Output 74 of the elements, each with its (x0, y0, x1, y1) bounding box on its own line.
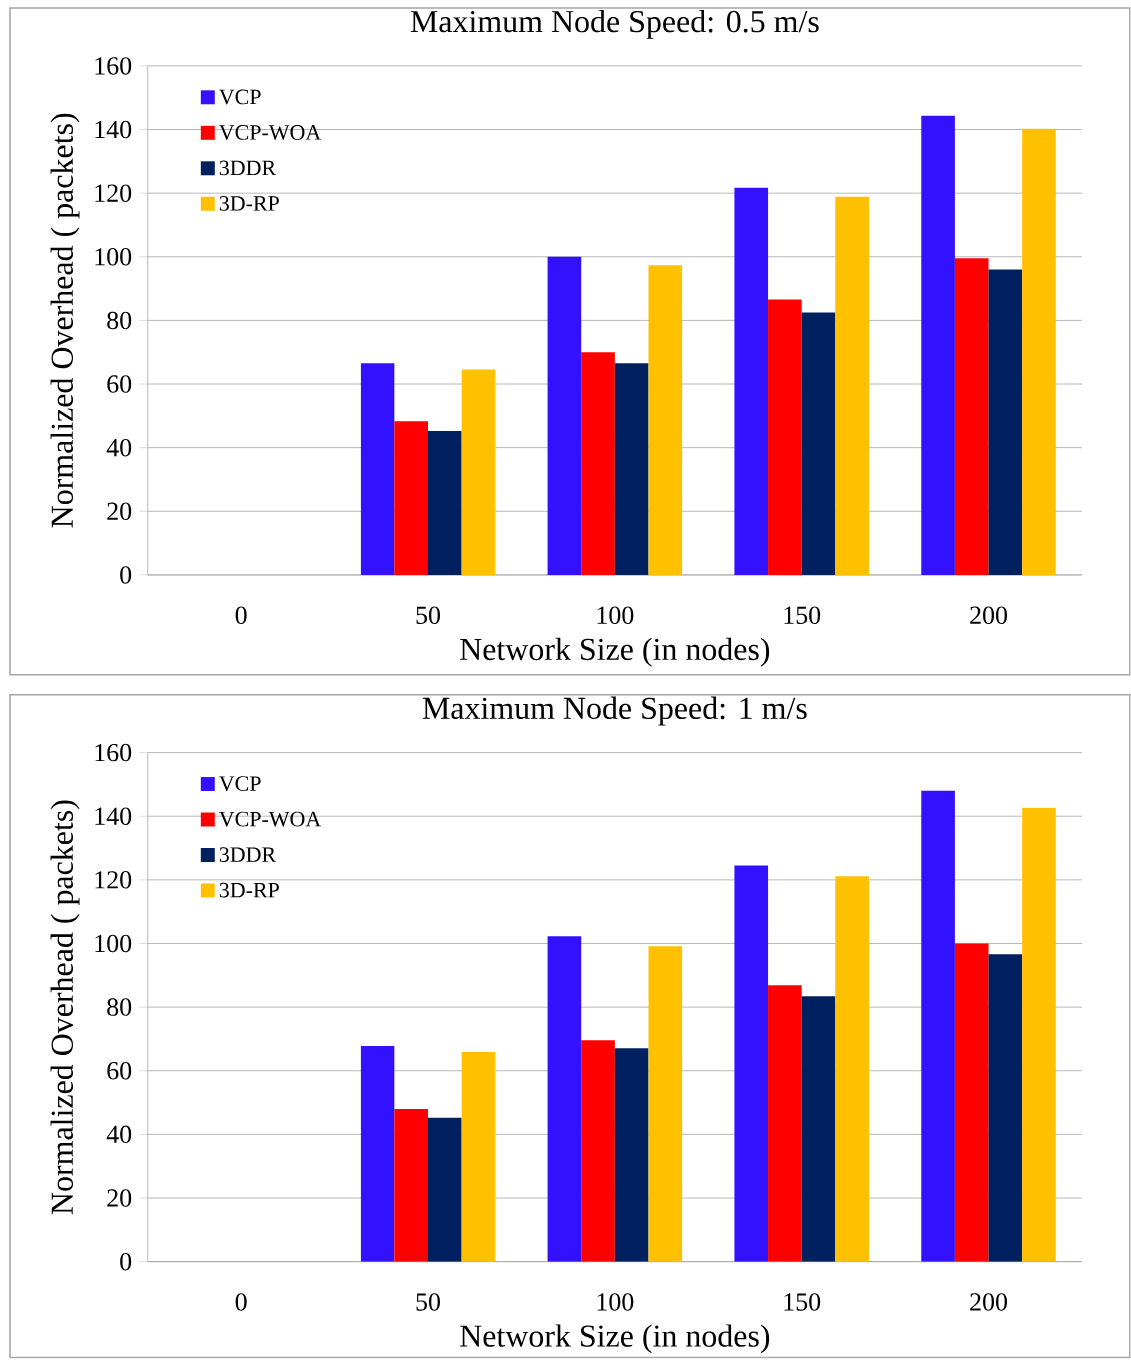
legend-label: VCP-WOA (219, 811, 322, 827)
bar (955, 258, 989, 575)
legend-label: VCP-WOA (219, 125, 322, 140)
bar (955, 943, 989, 1262)
y-tick-label: 60 (107, 375, 132, 393)
x-axis-title: Network Size (in nodes) (460, 637, 770, 667)
legend-label: VCP (219, 89, 261, 105)
x-tick-label: 0 (235, 1293, 247, 1311)
bar (648, 265, 683, 575)
bar (768, 985, 802, 1262)
bar (428, 1117, 462, 1262)
legend-label: 3D-RP (220, 882, 280, 898)
x-tick-label: 150 (784, 1293, 821, 1311)
bar (988, 954, 1023, 1262)
x-tick-label: 100 (597, 606, 634, 624)
bar (734, 187, 769, 575)
legend-label: 3DDR (220, 847, 277, 862)
y-tick-label: 100 (95, 248, 132, 266)
legend-label: 3D-RP (220, 196, 280, 211)
legend-label: VCP (219, 776, 261, 792)
bar (1022, 128, 1056, 575)
y-tick-label: 20 (107, 1189, 132, 1207)
x-axis-title: Network Size (in nodes) (460, 1324, 770, 1354)
x-tick-label: 0 (235, 606, 247, 624)
bar (1022, 807, 1056, 1262)
y-axis-title: Normalized Overhead ( packets) (50, 800, 80, 1215)
y-axis-title: Normalized Overhead ( packets) (50, 113, 80, 528)
y-tick-label: 40 (106, 438, 132, 457)
bar (581, 1040, 616, 1262)
y-tick-label: 100 (95, 934, 132, 953)
x-tick-label: 100 (597, 1293, 634, 1311)
y-tick-label: 120 (95, 871, 132, 889)
y-tick-label: 0 (120, 566, 132, 584)
legend-label: 3DDR (220, 160, 277, 176)
x-tick-label: 150 (784, 606, 821, 624)
bar (547, 936, 582, 1262)
x-tick-label: 50 (416, 1293, 441, 1311)
bar (394, 1108, 429, 1262)
y-tick-label: 40 (106, 1125, 132, 1144)
bar (988, 269, 1023, 575)
bar (615, 1048, 649, 1262)
x-tick-label: 200 (970, 1293, 1008, 1311)
bar (835, 876, 870, 1262)
bar (801, 312, 836, 575)
bar (835, 196, 870, 575)
bar (768, 299, 802, 575)
y-tick-label: 80 (107, 311, 132, 330)
bar (394, 421, 429, 575)
y-tick-label: 140 (95, 807, 132, 825)
chart-title: Maximum Node Speed: 0.5 m/s (410, 9, 819, 39)
bar (615, 363, 649, 575)
bar (648, 946, 683, 1262)
bar (461, 1051, 496, 1262)
x-tick-label: 200 (970, 606, 1008, 624)
y-tick-label: 20 (107, 502, 132, 521)
bar (801, 996, 836, 1262)
x-tick-label: 50 (416, 606, 441, 624)
bar (547, 256, 582, 575)
y-tick-label: 140 (95, 120, 132, 139)
chart-title: Maximum Node Speed: 1 m/s (422, 696, 807, 726)
y-tick-label: 160 (95, 57, 132, 75)
bar (360, 363, 395, 575)
bar (581, 352, 616, 575)
bar (461, 369, 496, 575)
y-tick-label: 120 (95, 184, 132, 202)
bar (921, 790, 956, 1262)
bar (428, 431, 462, 575)
y-tick-label: 80 (107, 998, 132, 1016)
y-tick-label: 0 (120, 1252, 132, 1271)
y-tick-label: 60 (107, 1061, 132, 1080)
bar (360, 1045, 395, 1262)
bar (921, 115, 956, 575)
bar (734, 865, 769, 1262)
y-tick-label: 160 (95, 743, 132, 762)
